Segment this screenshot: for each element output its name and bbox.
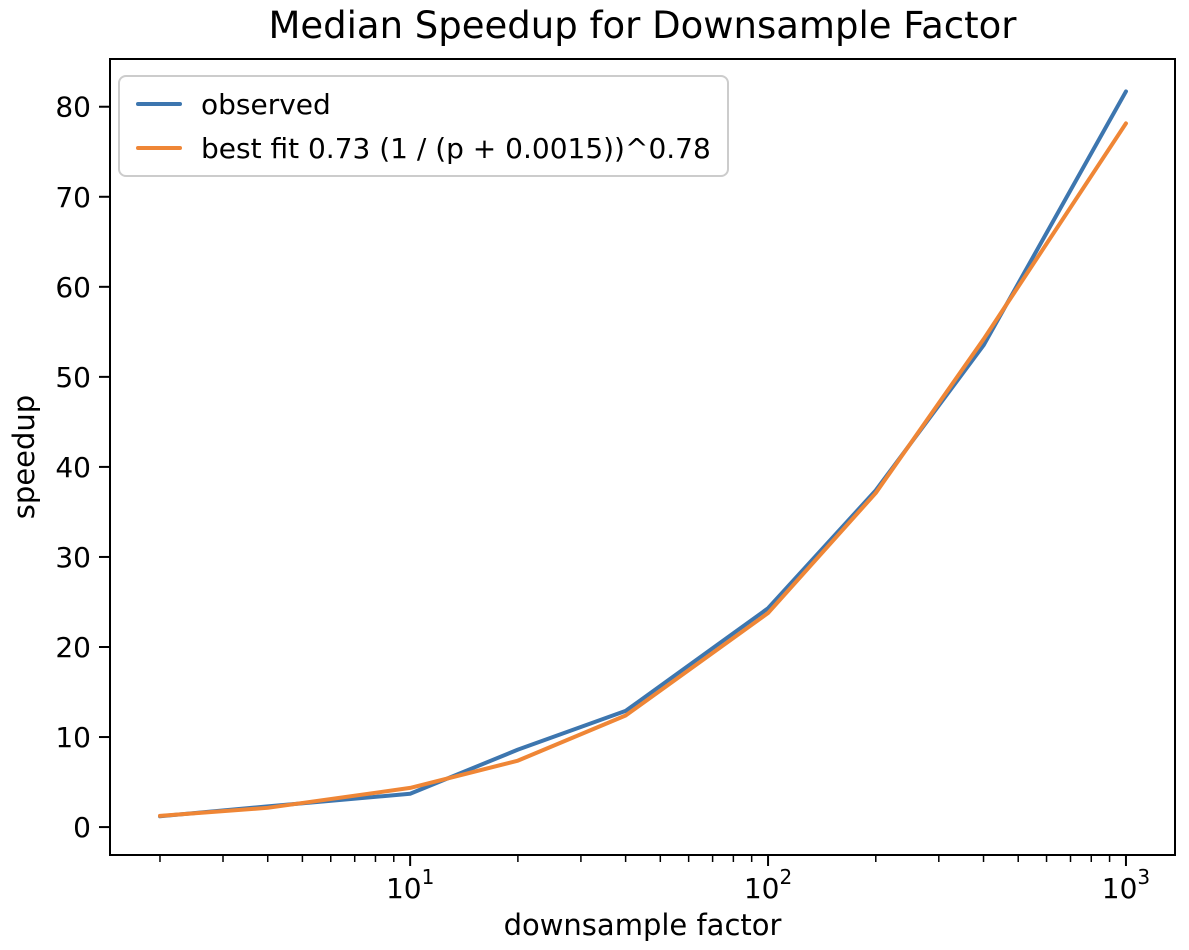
y-tick-label: 50 xyxy=(55,361,91,394)
observed-line xyxy=(157,89,1128,819)
x-tick-label: 102 xyxy=(744,865,792,905)
y-tick-label: 0 xyxy=(73,811,91,844)
y-tick-label: 70 xyxy=(55,181,91,214)
y-tick-label: 20 xyxy=(55,631,91,664)
x-tick-label: 103 xyxy=(1102,865,1150,905)
legend-label-observed: observed xyxy=(201,87,331,121)
axes-spines xyxy=(109,58,1176,856)
y-tick-label: 40 xyxy=(55,451,91,484)
y-tick-label: 60 xyxy=(55,271,91,304)
legend-item-observed: observed xyxy=(136,82,711,126)
best-fit-line xyxy=(157,121,1128,818)
legend-label-best-fit: best fit 0.73 (1 / (p + 0.0015))^0.78 xyxy=(201,131,711,165)
y-tick-label: 80 xyxy=(55,91,91,124)
best-fit-line-sample-icon xyxy=(136,146,182,150)
legend-item-best-fit: best fit 0.73 (1 / (p + 0.0015))^0.78 xyxy=(136,126,711,170)
legend: observed best fit 0.73 (1 / (p + 0.0015)… xyxy=(118,75,729,177)
y-tick-label: 10 xyxy=(55,721,91,754)
observed-line-sample-icon xyxy=(136,102,182,106)
x-tick-label: 101 xyxy=(386,865,434,905)
y-tick-label: 30 xyxy=(55,541,91,574)
x-axis-label: downsample factor xyxy=(503,908,782,942)
y-axis-label: speedup xyxy=(7,394,41,520)
chart-title: Median Speedup for Downsample Factor xyxy=(268,4,1017,47)
